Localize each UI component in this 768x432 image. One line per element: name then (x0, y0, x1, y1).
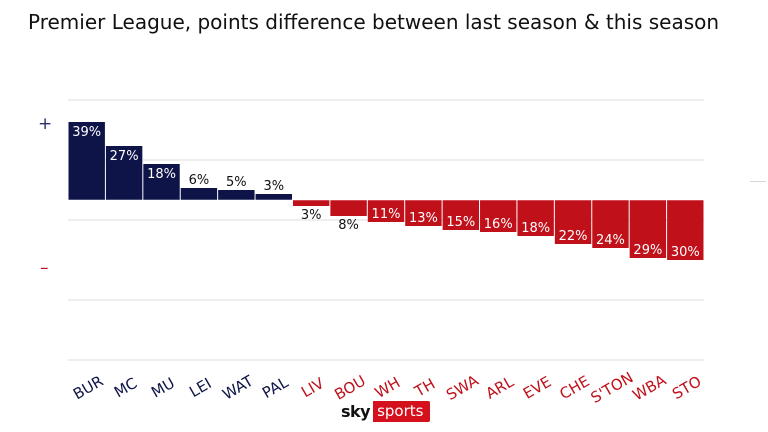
category-label-11: ARL (483, 372, 518, 402)
value-label-12: 18% (521, 221, 550, 236)
bar-sto (667, 200, 704, 260)
value-label-14: 24% (596, 233, 625, 248)
value-label-6: 3% (301, 208, 322, 223)
plus-sign: + (38, 114, 53, 134)
category-label-9: TH (411, 375, 439, 401)
category-label-0: BUR (70, 372, 106, 403)
value-label-10: 15% (446, 215, 475, 230)
category-label-13: CHE (557, 372, 593, 403)
category-label-8: WH (372, 373, 404, 402)
value-label-5: 3% (263, 179, 284, 194)
side-tick-mark (750, 181, 766, 182)
logo-sky-text: sky (338, 401, 374, 422)
value-label-0: 39% (72, 125, 101, 140)
bar-bou (330, 200, 367, 216)
bar-swa (442, 200, 480, 230)
bar-che (554, 200, 592, 244)
chart-title: Premier League, points difference betwee… (28, 10, 720, 34)
bar-mc (105, 146, 143, 200)
bar-pal (255, 194, 292, 200)
category-label-10: SWA (443, 371, 482, 404)
value-label-4: 5% (226, 175, 247, 190)
bar-eve (517, 200, 554, 236)
sky-sports-logo: sky sports (338, 401, 431, 422)
minus-sign: – (40, 258, 49, 278)
value-label-13: 22% (559, 229, 588, 244)
bar-liv (292, 200, 330, 206)
bar-wat (218, 190, 255, 200)
category-label-4: WAT (219, 371, 257, 403)
bar-bur (68, 122, 105, 200)
category-label-7: BOU (331, 372, 368, 404)
value-label-15: 29% (633, 243, 662, 258)
logo-sports-text: sports (373, 401, 431, 422)
bar-mu (143, 164, 180, 200)
bar-ston (592, 200, 629, 248)
value-label-1: 27% (110, 149, 139, 164)
value-label-16: 30% (671, 245, 700, 260)
category-label-5: PAL (259, 373, 292, 402)
category-label-2: MU (148, 374, 178, 402)
category-label-15: WBA (630, 371, 670, 405)
bar-arl (480, 200, 517, 232)
category-label-16: STO (669, 372, 704, 403)
category-label-3: LEI (186, 374, 214, 401)
value-label-7: 8% (338, 218, 359, 233)
value-label-9: 13% (409, 211, 438, 226)
category-label-6: LIV (298, 374, 328, 401)
bar-wh (367, 200, 405, 222)
value-label-11: 16% (484, 217, 513, 232)
bar-wba (629, 200, 667, 258)
category-label-14: S'TON (588, 368, 637, 407)
category-label-1: MC (111, 374, 140, 401)
category-label-12: EVE (520, 373, 554, 403)
value-label-3: 6% (189, 173, 210, 188)
value-label-8: 11% (372, 207, 401, 222)
bar-th (405, 200, 442, 226)
value-label-2: 18% (147, 167, 176, 182)
bar-lei (180, 188, 218, 200)
